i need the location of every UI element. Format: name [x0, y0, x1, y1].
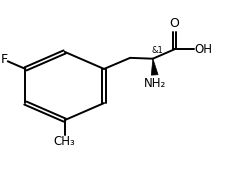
- Text: CH₃: CH₃: [54, 136, 75, 148]
- Text: F: F: [1, 53, 8, 67]
- Text: &1: &1: [151, 46, 163, 55]
- Text: OH: OH: [194, 43, 212, 56]
- Text: O: O: [169, 17, 179, 30]
- Text: NH₂: NH₂: [143, 77, 165, 90]
- Polygon shape: [151, 59, 157, 75]
